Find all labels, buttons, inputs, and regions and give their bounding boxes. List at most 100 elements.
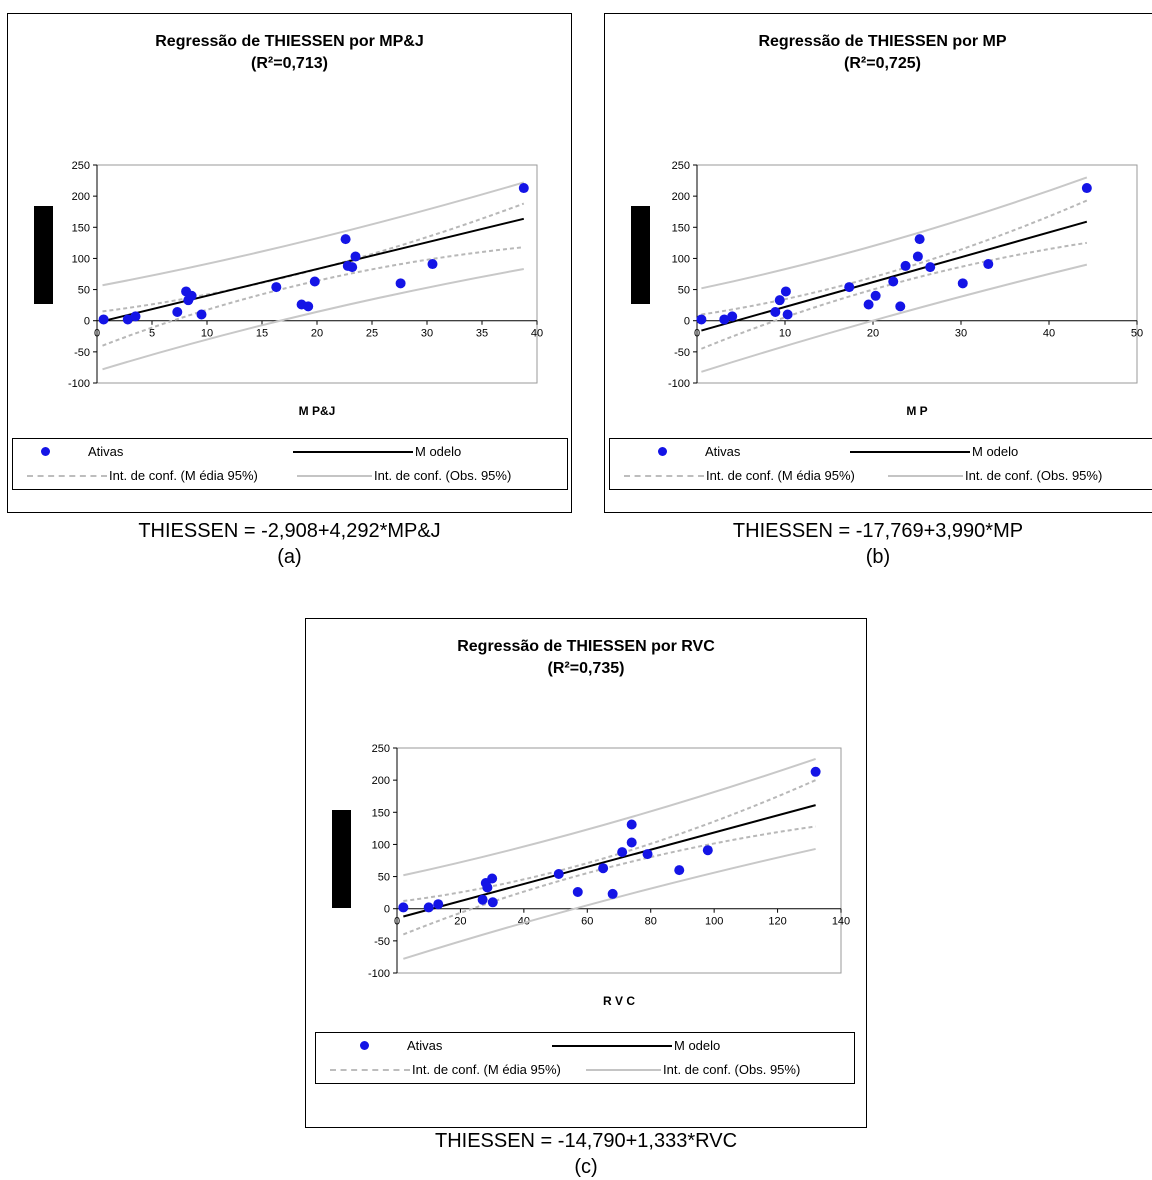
- data-point: [130, 311, 141, 322]
- data-point: [674, 865, 685, 876]
- caption-a: THIESSEN = -2,908+4,292*MP&J (a): [7, 518, 572, 570]
- y-axis-label-redacted: [631, 206, 650, 304]
- chart-title: Regressão de THIESSEN por MP (R²=0,725): [604, 31, 1152, 75]
- x-tick-label: 40: [531, 328, 543, 340]
- x-axis-label: M P: [906, 404, 927, 418]
- legend-item-model: M odelo: [552, 1038, 720, 1053]
- x-tick-label: 60: [581, 916, 593, 928]
- y-tick-label: 200: [672, 191, 690, 203]
- y-tick-label: 150: [372, 807, 390, 819]
- ci-mean-upper: [701, 199, 1088, 316]
- data-point: [572, 887, 583, 897]
- x-tick-label: 10: [779, 328, 791, 340]
- data-point: [122, 314, 133, 325]
- x-axis-label: R V C: [603, 994, 635, 1008]
- legend-label-model: M odelo: [674, 1038, 721, 1053]
- x-tick-label: 15: [256, 328, 268, 340]
- x-tick-label: 35: [476, 328, 488, 340]
- data-point: [303, 301, 314, 312]
- legend-dot-marker: [41, 447, 50, 456]
- y-tick-label: 250: [72, 160, 90, 172]
- legend-label-ci-obs: Int. de conf. (Obs. 95%): [374, 468, 512, 483]
- y-axis-label-redacted: [332, 810, 351, 908]
- x-tick-label: 50: [1131, 328, 1143, 340]
- ci-mean-upper: [403, 779, 817, 902]
- y-tick-label: -50: [674, 347, 690, 359]
- chart-subtitle: (R²=0,713): [251, 55, 328, 72]
- data-point: [626, 837, 637, 848]
- legend-label-ci-mean: Int. de conf. (M édia 95%): [706, 468, 855, 483]
- x-tick-label: 0: [94, 328, 100, 340]
- x-tick-label: 100: [705, 916, 723, 928]
- data-point: [340, 234, 351, 245]
- regression-equation: THIESSEN = -14,790+1,333*RVC: [434, 1130, 738, 1152]
- legend-line-ci-obs: [888, 474, 963, 477]
- data-point: [914, 234, 925, 245]
- model-line: [102, 217, 525, 323]
- ci-obs-upper: [403, 757, 816, 877]
- ci-obs-lower: [403, 847, 816, 960]
- chart-title-text: Regressão de THIESSEN por MP&J: [155, 33, 424, 50]
- data-point: [398, 902, 409, 913]
- data-point: [553, 869, 564, 879]
- x-tick-label: 10: [201, 328, 213, 340]
- x-tick-label: 30: [421, 328, 433, 340]
- data-point: [477, 894, 488, 905]
- panel-label: (c): [574, 1156, 598, 1178]
- legend-label-model: M odelo: [972, 444, 1019, 459]
- y-tick-label: 0: [684, 316, 690, 328]
- legend-item-points: Ativas: [41, 444, 123, 459]
- data-point: [770, 306, 781, 317]
- legend-label-points: Ativas: [705, 444, 741, 459]
- data-point: [844, 282, 855, 293]
- data-point: [702, 845, 713, 856]
- data-point: [925, 262, 936, 273]
- x-tick-label: 25: [366, 328, 378, 340]
- x-tick-label: 20: [311, 328, 323, 340]
- chart-title: Regressão de THIESSEN por MP&J (R²=0,713…: [7, 31, 572, 75]
- x-tick-label: 0: [694, 328, 700, 340]
- data-point: [1081, 183, 1092, 194]
- chart-subtitle: (R²=0,735): [547, 660, 625, 677]
- data-point: [863, 299, 874, 310]
- ci-mean-lower: [102, 246, 524, 347]
- legend-item-ci-obs: Int. de conf. (Obs. 95%): [297, 468, 511, 483]
- y-tick-label: -50: [374, 936, 390, 948]
- model-line: [701, 220, 1088, 332]
- caption-b: THIESSEN = -17,769+3,990*MP (b): [604, 518, 1152, 570]
- caption-c: THIESSEN = -14,790+1,333*RVC (c): [305, 1128, 867, 1180]
- data-point: [900, 260, 911, 271]
- data-point: [487, 897, 498, 908]
- legend-item-ci-obs: Int. de conf. (Obs. 95%): [586, 1062, 800, 1077]
- data-point: [780, 286, 791, 297]
- plot-border: [396, 747, 842, 974]
- chart-title: Regressão de THIESSEN por RVC (R²=0,735): [305, 636, 867, 680]
- data-point: [912, 251, 923, 262]
- data-point: [983, 259, 994, 270]
- data-point: [518, 183, 529, 194]
- x-tick-label: 5: [149, 328, 155, 340]
- legend-line-ci-obs: [586, 1068, 661, 1071]
- legend-line-ci-mean: [27, 474, 107, 477]
- y-tick-label: 250: [672, 160, 690, 172]
- legend-label-model: M odelo: [415, 444, 462, 459]
- legend-line-model: [552, 1044, 672, 1047]
- panel-label: (b): [865, 546, 891, 568]
- data-point: [395, 278, 406, 289]
- legend-item-ci-mean: Int. de conf. (M édia 95%): [330, 1062, 561, 1077]
- ci-obs-lower: [701, 263, 1088, 373]
- data-point: [487, 873, 498, 884]
- legend-item-points: Ativas: [360, 1038, 442, 1053]
- x-axis-label: M P&J: [299, 404, 336, 418]
- legend-label-ci-obs: Int. de conf. (Obs. 95%): [663, 1062, 801, 1077]
- data-point: [186, 290, 197, 301]
- x-tick-label: 20: [454, 916, 466, 928]
- ci-obs-upper: [102, 181, 525, 287]
- x-tick-label: 120: [768, 916, 786, 928]
- legend-line-model: [850, 450, 970, 453]
- chart-panel-b: Regressão de THIESSEN por MP (R²=0,725) …: [604, 13, 1152, 513]
- data-point: [172, 306, 183, 317]
- chart-panel-a: Regressão de THIESSEN por MP&J (R²=0,713…: [7, 13, 572, 513]
- legend-label-ci-mean: Int. de conf. (M édia 95%): [412, 1062, 561, 1077]
- data-point: [423, 902, 434, 913]
